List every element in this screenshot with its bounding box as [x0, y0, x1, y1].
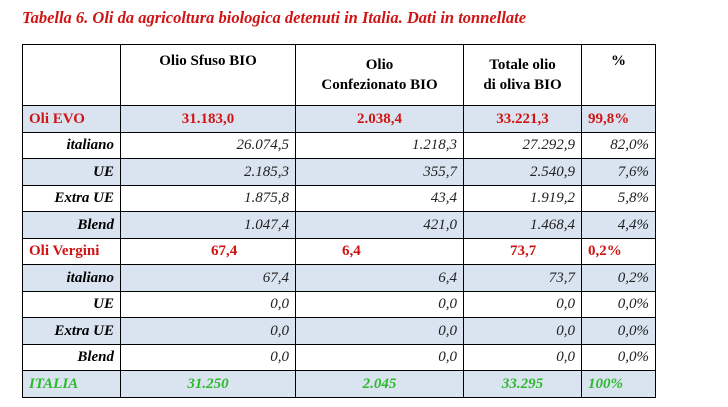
cell-percent: 4,4%	[581, 211, 656, 239]
cell-totale: 27.292,9	[463, 131, 582, 159]
table-row: italiano 26.074,5 1.218,3 27.292,9 82,0%	[22, 131, 656, 159]
group-label: Oli EVO	[22, 105, 121, 133]
group-value-confezionato: 6,4	[295, 237, 464, 265]
group-value-totale: 73,7	[463, 237, 582, 265]
cell-confezionato: 43,4	[295, 184, 464, 212]
row-label: Extra UE	[22, 184, 121, 212]
header-confezionato-line2: Confezionato BIO	[321, 77, 438, 93]
cell-percent: 0,0%	[581, 343, 656, 371]
table-row: italiano 67,4 6,4 73,7 0,2%	[22, 264, 656, 292]
total-totale: 33.295	[463, 370, 582, 398]
row-label: UE	[22, 158, 121, 186]
header-confezionato: Olio Confezionato BIO	[295, 44, 464, 106]
cell-sfuso: 26.074,5	[120, 131, 296, 159]
cell-sfuso: 67,4	[120, 264, 296, 292]
group-value-confezionato: 2.038,4	[295, 105, 464, 133]
header-sfuso: Olio Sfuso BIO	[120, 44, 296, 106]
total-label: ITALIA	[22, 370, 121, 398]
cell-percent: 7,6%	[581, 158, 656, 186]
row-label: italiano	[22, 131, 121, 159]
cell-totale: 1.468,4	[463, 211, 582, 239]
group-label: Oli Vergini	[22, 237, 121, 265]
cell-confezionato: 355,7	[295, 158, 464, 186]
olive-oil-table: Olio Sfuso BIO Olio Confezionato BIO Tot…	[22, 44, 656, 398]
table-row: UE 2.185,3 355,7 2.540,9 7,6%	[22, 158, 656, 186]
table-row: Blend 1.047,4 421,0 1.468,4 4,4%	[22, 211, 656, 239]
cell-confezionato: 0,0	[295, 290, 464, 318]
total-row: ITALIA 31.250 2.045 33.295 100%	[22, 370, 656, 398]
cell-percent: 0,2%	[581, 264, 656, 292]
header-row: Olio Sfuso BIO Olio Confezionato BIO Tot…	[22, 44, 656, 106]
cell-confezionato: 1.218,3	[295, 131, 464, 159]
cell-sfuso: 0,0	[120, 343, 296, 371]
header-totale: Totale olio di oliva BIO	[463, 44, 582, 106]
row-label: UE	[22, 290, 121, 318]
row-label: Blend	[22, 211, 121, 239]
row-label: italiano	[22, 264, 121, 292]
cell-confezionato: 6,4	[295, 264, 464, 292]
cell-percent: 0,0%	[581, 290, 656, 318]
header-totale-line2: di oliva BIO	[483, 77, 562, 93]
total-confezionato: 2.045	[295, 370, 464, 398]
cell-confezionato: 0,0	[295, 317, 464, 345]
cell-confezionato: 0,0	[295, 343, 464, 371]
table-row: Blend 0,0 0,0 0,0 0,0%	[22, 343, 656, 371]
cell-totale: 0,0	[463, 317, 582, 345]
cell-sfuso: 0,0	[120, 290, 296, 318]
table-caption: Tabella 6. Oli da agricoltura biologica …	[22, 8, 527, 27]
cell-sfuso: 1.875,8	[120, 184, 296, 212]
cell-percent: 82,0%	[581, 131, 656, 159]
group-row-evo: Oli EVO 31.183,0 2.038,4 33.221,3 99,8%	[22, 105, 656, 133]
row-label: Blend	[22, 343, 121, 371]
cell-totale: 73,7	[463, 264, 582, 292]
cell-percent: 0,0%	[581, 317, 656, 345]
cell-totale: 0,0	[463, 290, 582, 318]
cell-sfuso: 1.047,4	[120, 211, 296, 239]
header-percent: %	[581, 44, 656, 106]
cell-totale: 1.919,2	[463, 184, 582, 212]
cell-sfuso: 0,0	[120, 317, 296, 345]
header-empty	[22, 44, 121, 106]
group-value-sfuso: 67,4	[120, 237, 296, 265]
group-value-percent: 99,8%	[581, 105, 656, 133]
cell-totale: 0,0	[463, 343, 582, 371]
table-row: Extra UE 0,0 0,0 0,0 0,0%	[22, 317, 656, 345]
total-percent: 100%	[581, 370, 656, 398]
cell-totale: 2.540,9	[463, 158, 582, 186]
total-sfuso: 31.250	[120, 370, 296, 398]
cell-sfuso: 2.185,3	[120, 158, 296, 186]
header-confezionato-line1: Olio	[365, 57, 394, 73]
table-row: UE 0,0 0,0 0,0 0,0%	[22, 290, 656, 318]
group-value-totale: 33.221,3	[463, 105, 582, 133]
group-value-sfuso: 31.183,0	[120, 105, 296, 133]
group-row-vergini: Oli Vergini 67,4 6,4 73,7 0,2%	[22, 237, 656, 265]
header-totale-line1: Totale olio	[489, 57, 556, 73]
table-row: Extra UE 1.875,8 43,4 1.919,2 5,8%	[22, 184, 656, 212]
cell-confezionato: 421,0	[295, 211, 464, 239]
group-value-percent: 0,2%	[581, 237, 656, 265]
cell-percent: 5,8%	[581, 184, 656, 212]
row-label: Extra UE	[22, 317, 121, 345]
